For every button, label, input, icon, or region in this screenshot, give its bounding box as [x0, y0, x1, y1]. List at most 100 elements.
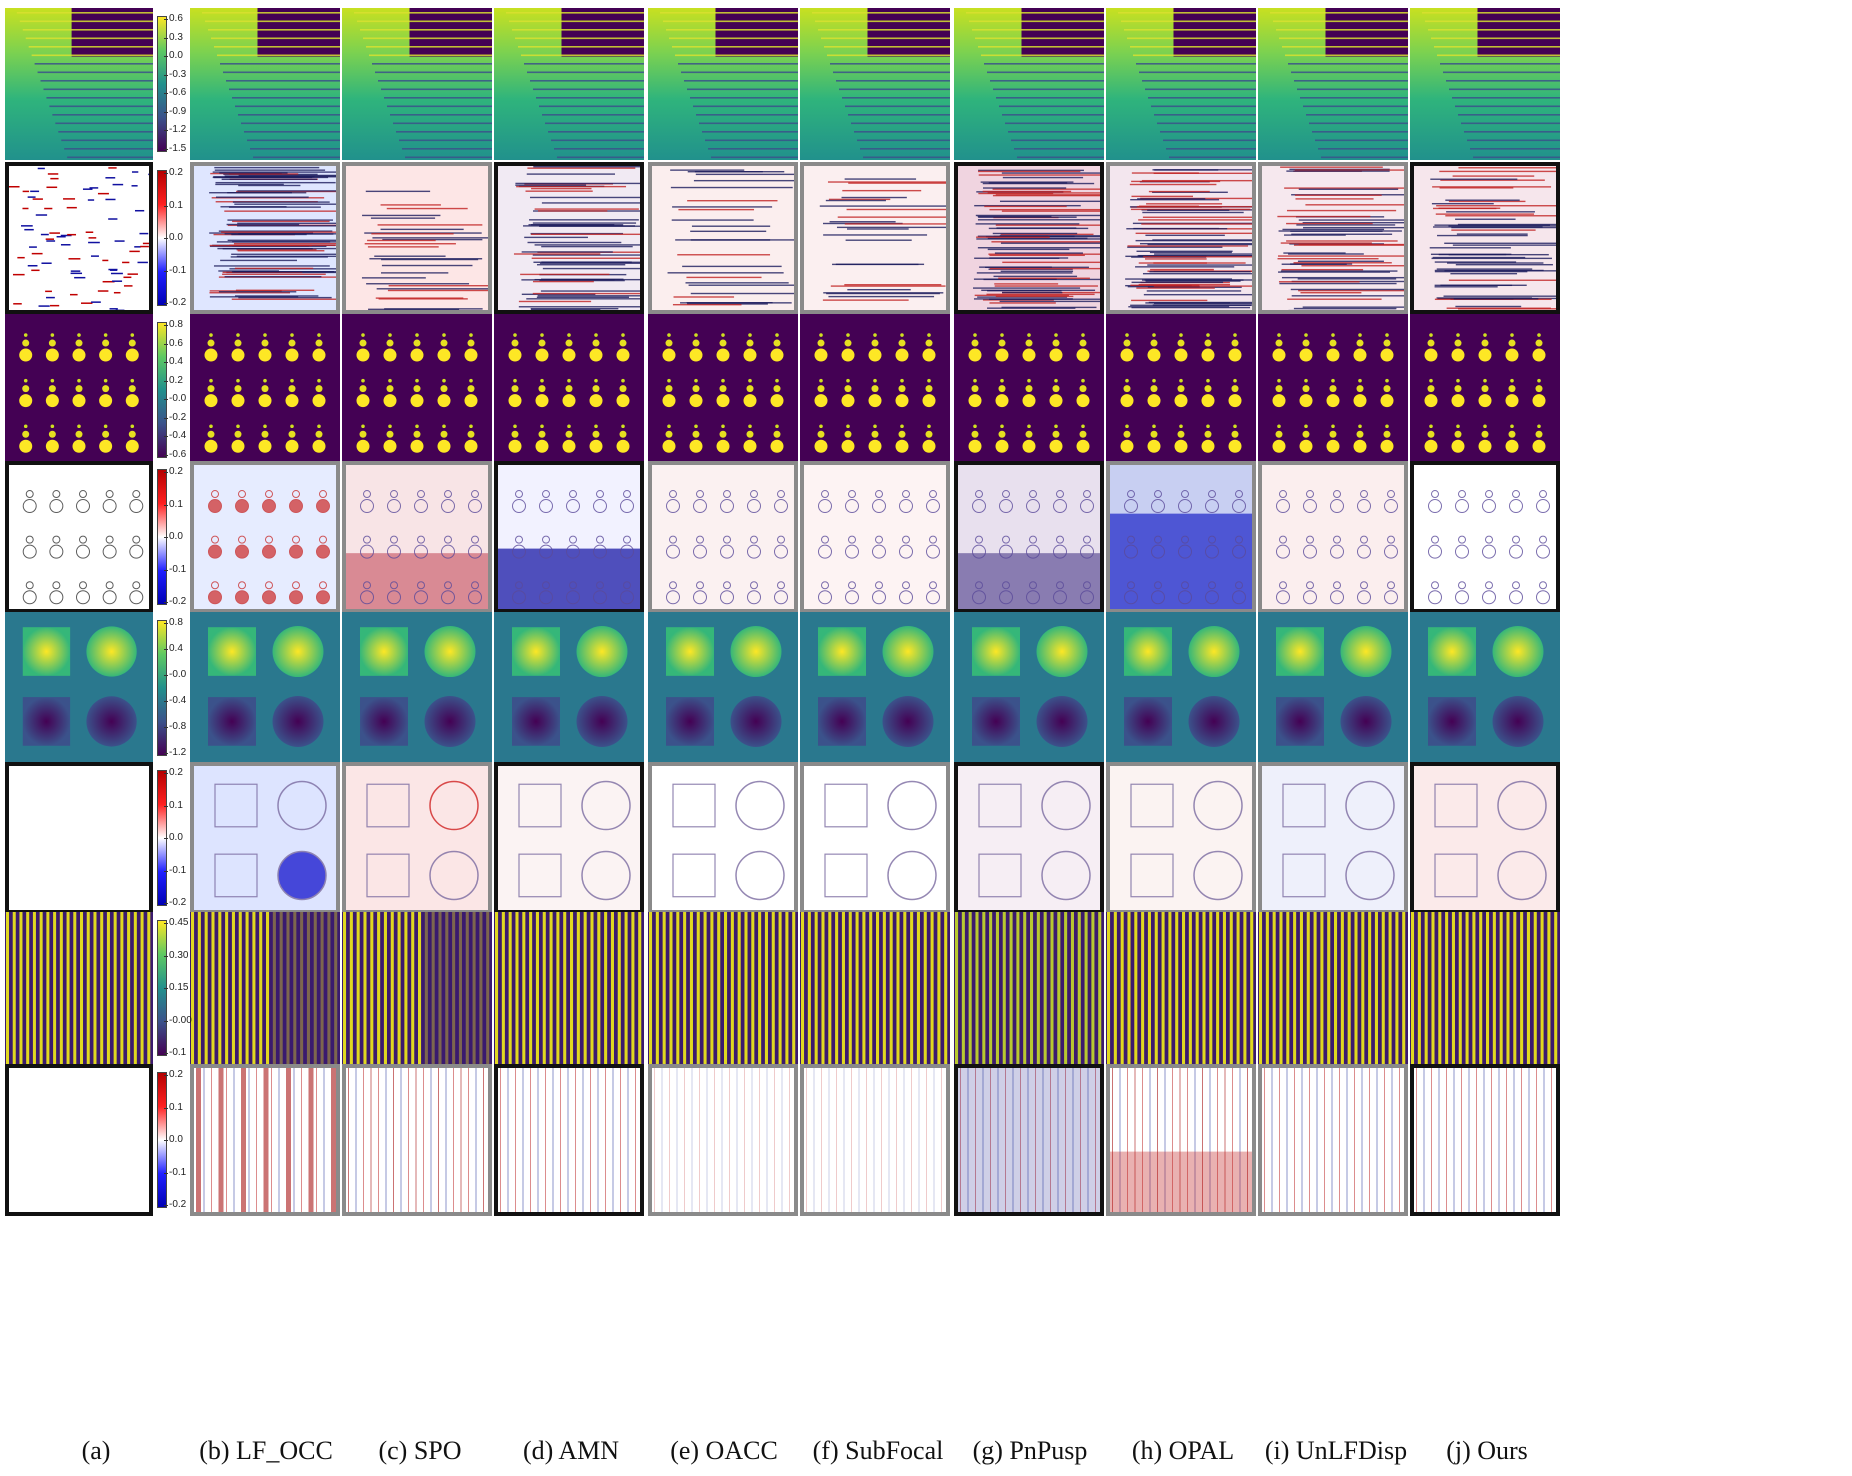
colorbar-tick-label: 0.8 — [169, 319, 183, 330]
panel-stripes-disparity-col-9 — [1410, 8, 1560, 160]
panel-stripes-error-col-9 — [1410, 162, 1560, 314]
panel-stripes-disparity-col-4 — [648, 8, 798, 160]
panel-backgammon-error-col-9 — [1410, 1064, 1560, 1216]
panel-stripes-disparity-col-3 — [494, 8, 644, 160]
panel-pyramids-error-col-0 — [5, 762, 153, 914]
colorbar-backgammon-disparity: 0.45 0.30 0.15 -0.00 -0.1 — [157, 917, 192, 1058]
panel-stripes-error-col-2 — [342, 162, 492, 314]
panel-image-dots-error-col-6 — [958, 465, 1100, 609]
panel-image-pyramids-error-col-0 — [9, 766, 149, 910]
panel-dots-error-col-4 — [648, 461, 798, 613]
panel-image-stripes-error-col-2 — [346, 166, 488, 310]
panel-image-pyramids-disparity-col-0 — [5, 612, 153, 764]
panel-dots-disparity-col-7 — [1106, 314, 1256, 466]
panel-image-backgammon-disparity-col-7 — [1106, 912, 1256, 1064]
panel-pyramids-disparity-col-6 — [954, 612, 1104, 764]
panel-stripes-disparity-col-6 — [954, 8, 1104, 160]
panel-image-backgammon-disparity-col-6 — [954, 912, 1104, 1064]
colorbar-tick-label: -1.2 — [169, 124, 187, 135]
panel-image-pyramids-error-col-8 — [1262, 766, 1404, 910]
panel-image-dots-error-col-2 — [346, 465, 488, 609]
panel-dots-error-col-0 — [5, 461, 153, 613]
colorbar-tickmark — [164, 649, 168, 650]
panel-dots-disparity-col-2 — [342, 314, 492, 466]
panel-image-dots-error-col-3 — [498, 465, 640, 609]
colorbar-tick-label: -0.2 — [169, 596, 187, 607]
panel-dots-error-col-7 — [1106, 461, 1256, 613]
colorbar-tickmark — [164, 56, 168, 57]
panel-image-stripes-disparity-col-0 — [5, 8, 153, 160]
panel-image-stripes-error-col-9 — [1414, 166, 1556, 310]
panel-image-pyramids-disparity-col-4 — [648, 612, 798, 764]
panel-pyramids-error-col-5 — [800, 762, 950, 914]
panel-image-pyramids-error-col-9 — [1414, 766, 1556, 910]
colorbar-tickmark — [164, 1021, 168, 1022]
panel-backgammon-disparity-col-1 — [190, 912, 340, 1064]
panel-image-backgammon-error-col-0 — [9, 1068, 149, 1212]
colorbar-tick-label: -0.1 — [169, 1047, 187, 1058]
panel-image-stripes-error-col-5 — [804, 166, 946, 310]
panel-pyramids-disparity-col-8 — [1258, 612, 1408, 764]
panel-dots-disparity-col-0 — [5, 314, 153, 466]
panel-dots-disparity-col-6 — [954, 314, 1104, 466]
panel-backgammon-error-col-8 — [1258, 1064, 1408, 1216]
panel-pyramids-error-col-4 — [648, 762, 798, 914]
colorbar-tick-label: -0.0 — [169, 669, 187, 680]
colorbar-tickmark — [164, 727, 168, 728]
colorbar-tick-label: 0.2 — [169, 466, 183, 477]
panel-stripes-error-col-1 — [190, 162, 340, 314]
colorbar-tickmark — [164, 303, 168, 304]
panel-image-backgammon-disparity-col-9 — [1410, 912, 1560, 1064]
panel-stripes-disparity-col-7 — [1106, 8, 1256, 160]
colorbar-tickmark — [164, 381, 168, 382]
colorbar-tick-label: 0.45 — [169, 917, 189, 928]
panel-image-pyramids-error-col-3 — [498, 766, 640, 910]
colorbar-tickmark — [164, 75, 168, 76]
panel-pyramids-error-col-9 — [1410, 762, 1560, 914]
panel-image-backgammon-disparity-col-0 — [5, 912, 153, 1064]
colorbar-tickmark — [164, 173, 168, 174]
panel-image-backgammon-disparity-col-3 — [494, 912, 644, 1064]
colorbar-tickmark — [164, 753, 168, 754]
panel-pyramids-error-col-1 — [190, 762, 340, 914]
column-label: (i) UnLFDisp — [1264, 1436, 1408, 1465]
colorbar-tick-label: -0.4 — [169, 695, 187, 706]
panel-pyramids-disparity-col-3 — [494, 612, 644, 764]
panel-stripes-error-col-3 — [494, 162, 644, 314]
colorbar-tickmark — [164, 923, 168, 924]
panel-dots-disparity-col-4 — [648, 314, 798, 466]
colorbar-tickmark — [164, 988, 168, 989]
column-label: (d) AMN — [522, 1436, 620, 1465]
panel-image-stripes-disparity-col-4 — [648, 8, 798, 160]
colorbar-tickmark — [164, 903, 168, 904]
panel-image-backgammon-disparity-col-4 — [648, 912, 798, 1064]
panel-image-stripes-error-col-6 — [958, 166, 1100, 310]
colorbar-tick-label: 0.0 — [169, 531, 183, 542]
colorbar-tick-label: -1.2 — [169, 747, 187, 758]
panel-backgammon-error-col-7 — [1106, 1064, 1256, 1216]
panel-backgammon-error-col-2 — [342, 1064, 492, 1216]
panel-image-dots-disparity-col-9 — [1410, 314, 1560, 466]
panel-image-pyramids-error-col-1 — [194, 766, 336, 910]
panel-backgammon-error-col-3 — [494, 1064, 644, 1216]
column-label: (f) SubFocal — [812, 1436, 944, 1465]
colorbar-tick-label: 0.2 — [169, 167, 183, 178]
colorbar-tickmark — [164, 271, 168, 272]
panel-stripes-disparity-col-0 — [5, 8, 153, 160]
panel-image-stripes-disparity-col-7 — [1106, 8, 1256, 160]
panel-image-pyramids-error-col-4 — [652, 766, 794, 910]
panel-stripes-disparity-col-2 — [342, 8, 492, 160]
column-label: (g) PnPusp — [972, 1436, 1088, 1465]
panel-dots-error-col-9 — [1410, 461, 1560, 613]
panel-pyramids-disparity-col-4 — [648, 612, 798, 764]
panel-backgammon-disparity-col-5 — [800, 912, 950, 1064]
panel-image-dots-error-col-8 — [1262, 465, 1404, 609]
panel-pyramids-disparity-col-5 — [800, 612, 950, 764]
colorbar-tickmark — [164, 19, 168, 20]
colorbar-tickmark — [164, 806, 168, 807]
panel-image-dots-error-col-4 — [652, 465, 794, 609]
colorbar-tick-label: 0.4 — [169, 643, 183, 654]
panel-image-backgammon-error-col-3 — [498, 1068, 640, 1212]
colorbar-tick-label: 0.0 — [169, 832, 183, 843]
